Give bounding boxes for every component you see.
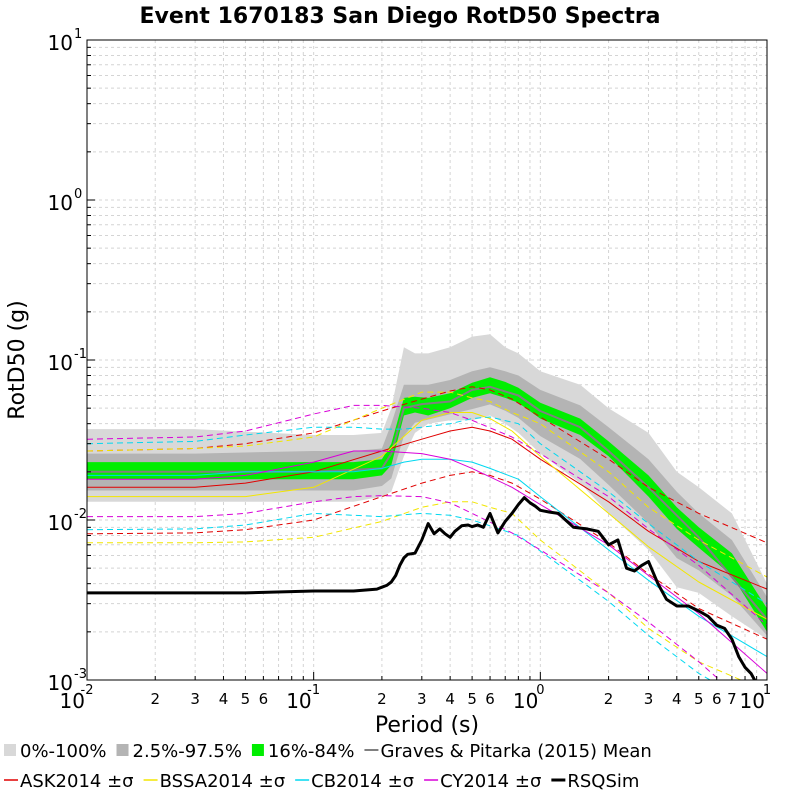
x-minor-label: 2 bbox=[604, 690, 614, 708]
x-minor-label: 6 bbox=[259, 690, 269, 708]
x-tick-exponent: -2 bbox=[81, 683, 94, 698]
series-bssa2014 bbox=[87, 412, 767, 620]
y-axis-label: RotD50 (g) bbox=[5, 300, 30, 419]
legend-swatch-16-84 bbox=[251, 744, 264, 756]
band-0-100- bbox=[87, 334, 767, 640]
x-minor-label: 2 bbox=[150, 690, 160, 708]
legend-label-cy2014: CY2014 ±σ bbox=[440, 771, 541, 792]
legend-label-ask2014: ASK2014 ±σ bbox=[20, 771, 134, 792]
x-tick-exponent: 1 bbox=[763, 683, 771, 698]
x-tick-label: 10 bbox=[286, 689, 311, 713]
legend-swatch-0-100 bbox=[4, 744, 16, 756]
legend-label-0-100: 0%-100% bbox=[20, 741, 107, 762]
y-tick-exponent: 0 bbox=[74, 187, 82, 202]
y-tick-exponent: -2 bbox=[74, 507, 87, 522]
series-rsqsim bbox=[87, 496, 757, 680]
x-tick-exponent: 0 bbox=[536, 683, 544, 698]
legend-label-cb2014: CB2014 ±σ bbox=[311, 771, 414, 792]
x-minor-label: 4 bbox=[672, 690, 682, 708]
y-tick-label: 10 bbox=[48, 351, 73, 375]
x-minor-label: 3 bbox=[417, 690, 427, 708]
series-bssa2014 bbox=[87, 391, 767, 578]
series-lines bbox=[87, 385, 767, 680]
x-tick-label: 10 bbox=[513, 689, 538, 713]
legend-label-2-5-97-5: 2.5%-97.5% bbox=[133, 741, 242, 762]
series-ask2014 bbox=[87, 471, 767, 640]
x-minor-label: 3 bbox=[190, 690, 200, 708]
x-minor-label: 6 bbox=[485, 690, 495, 708]
x-minor-label: 2 bbox=[377, 690, 387, 708]
series-cb2014 bbox=[87, 416, 767, 605]
chart-title: Event 1670183 San Diego RotD50 Spectra bbox=[139, 4, 660, 29]
legend: 0%-100% 2.5%-97.5% 16%-84% Graves & Pitarka… bbox=[4, 741, 652, 792]
x-tick-label: 10 bbox=[60, 689, 85, 713]
x-minor-label: 4 bbox=[445, 690, 455, 708]
legend-label-bssa2014: BSSA2014 ±σ bbox=[160, 771, 286, 792]
x-minor-label: 5 bbox=[241, 690, 251, 708]
y-tick-label: 10 bbox=[48, 671, 73, 695]
x-minor-label: 3 bbox=[644, 690, 654, 708]
x-minor-label: 7 bbox=[727, 690, 737, 708]
y-tick-label: 10 bbox=[48, 31, 73, 55]
x-minor-label: 6 bbox=[712, 690, 722, 708]
x-tick-exponent: -1 bbox=[307, 683, 320, 698]
series-cy2014 bbox=[87, 404, 767, 626]
series-cy2014 bbox=[87, 450, 767, 674]
y-tick-label: 10 bbox=[48, 511, 73, 535]
series-bssa2014 bbox=[87, 501, 743, 680]
legend-label-graves-pitarka-2015-mean: Graves & Pitarka (2015) Mean bbox=[380, 741, 651, 762]
series-cb2014 bbox=[87, 512, 712, 680]
x-minor-label: 4 bbox=[219, 690, 229, 708]
series-ask2014 bbox=[87, 386, 767, 544]
x-tick-label: 10 bbox=[740, 689, 765, 713]
y-tick-exponent: 1 bbox=[74, 27, 82, 42]
legend-label-16-84: 16%-84% bbox=[268, 741, 355, 762]
y-tick-exponent: -1 bbox=[74, 347, 87, 362]
y-tick-exponent: -3 bbox=[74, 667, 87, 682]
legend-swatch-2-5-97-5 bbox=[116, 744, 129, 756]
legend-label-rsqsim: RSQSim bbox=[567, 771, 639, 792]
y-tick-label: 10 bbox=[48, 191, 73, 215]
x-minor-label: 5 bbox=[467, 690, 477, 708]
series-ask2014 bbox=[87, 426, 767, 590]
x-axis-label: Period (s) bbox=[375, 713, 479, 738]
x-minor-label: 5 bbox=[694, 690, 704, 708]
series-cy2014 bbox=[87, 495, 721, 680]
